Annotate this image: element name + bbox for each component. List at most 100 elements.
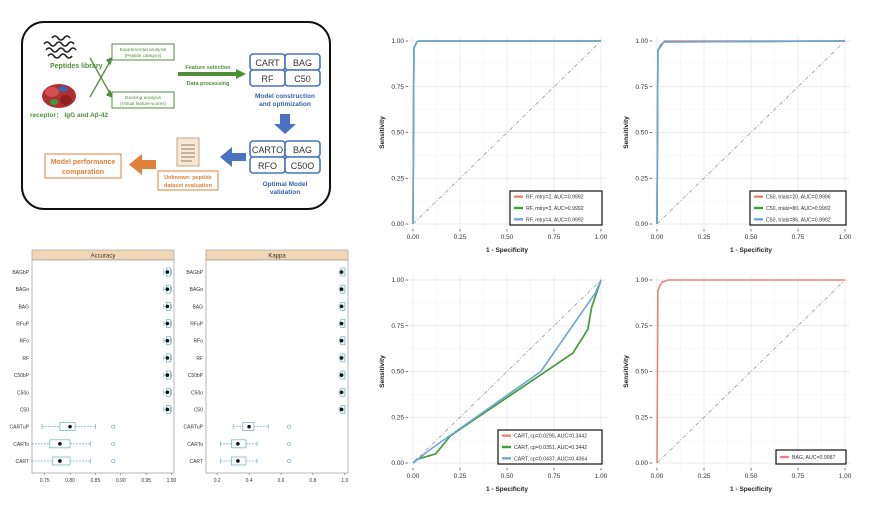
- y-tick-label: 0.25: [635, 414, 648, 421]
- x-tick-label: 1.00: [839, 473, 852, 480]
- category-label: C50bP: [188, 373, 204, 379]
- y-tick-label: 0.25: [391, 175, 404, 182]
- data-processing-label: Data processing: [187, 81, 230, 87]
- median-point: [165, 321, 170, 326]
- category-label: CARTo: [13, 442, 29, 448]
- y-tick-label: 0.50: [635, 130, 648, 137]
- y-tick-label: 1.00: [635, 277, 648, 284]
- y-tick-label: 0.00: [391, 460, 404, 467]
- receptor-label: receptor： IgG and Aβ-42: [30, 112, 109, 119]
- x-tick-label: 0.00: [407, 234, 420, 241]
- category-label: RFo: [20, 339, 30, 345]
- category-label: CART: [15, 459, 29, 465]
- median-point: [339, 321, 344, 326]
- legend-label: BAG, AUC=0.9987: [792, 455, 836, 461]
- median-point: [339, 270, 344, 274]
- roc-cart-chart: 0.00 0.25 0.50 0.75 1.00 0.00 0.25 0.50 0.75 1.00…: [379, 275, 608, 493]
- y-axis-label: Sensitivity: [623, 355, 630, 388]
- left-arrow-orange: [129, 154, 156, 175]
- x-tick-label: 0.75: [792, 473, 805, 480]
- y-tick-label: 0.75: [391, 84, 404, 91]
- legend-box: [775, 449, 847, 465]
- series-line: [412, 279, 602, 464]
- model-construction-line1: Model construction: [255, 93, 315, 100]
- panel-title: Accuracy: [91, 254, 116, 260]
- median-point: [339, 373, 344, 377]
- x-tick-label: 0.75: [792, 234, 805, 241]
- document-icon: [176, 137, 200, 167]
- y-tick-label: 0.00: [391, 221, 404, 228]
- category-label: CARTo: [187, 442, 203, 448]
- category-label: C50o: [17, 390, 29, 396]
- x-tick-label: 0.75: [548, 473, 561, 480]
- model-grid-bottom: CARTO BAG RFO C50O: [249, 140, 321, 174]
- outlier-point: [287, 441, 291, 446]
- median-point: [236, 441, 240, 446]
- x-tick-label: 1.00: [839, 234, 852, 241]
- category-label: RFo: [194, 339, 204, 345]
- model-cell: [284, 156, 321, 174]
- category-label: CART: [189, 459, 203, 465]
- left-arrow-blue: [220, 147, 246, 167]
- x-tick-label: 0.75: [548, 234, 561, 241]
- outlier-point: [287, 424, 291, 429]
- x-tick-label: 0.75: [40, 478, 50, 484]
- dock-analysis-line2: (Virtual feature-scores): [120, 101, 166, 106]
- legend-box: [509, 190, 603, 226]
- x-tick-label: 0.85: [91, 478, 101, 484]
- optimal-model-line2: validation: [270, 189, 300, 196]
- box: [59, 422, 76, 432]
- model-label: RFO: [258, 161, 277, 171]
- category-label: CARTuP: [10, 425, 30, 431]
- roc-c50-chart: 0.00 0.25 0.50 0.75 1.00 0.00 0.25 0.50 0.75 1.00…: [623, 36, 852, 254]
- panel-title: Kappa: [268, 254, 286, 260]
- model-construction-line2: and optimization: [259, 101, 311, 108]
- model-label: CARTO: [252, 145, 283, 155]
- category-label: C50bP: [14, 373, 30, 379]
- median-point: [165, 270, 170, 274]
- category-label: RFuP: [190, 322, 203, 328]
- reference-diagonal: [412, 279, 602, 464]
- legend-label: RF, mtry=4, AUC=0.9992: [526, 217, 584, 223]
- down-arrow: [274, 114, 296, 134]
- outlier-point: [111, 459, 116, 463]
- median-point: [165, 407, 170, 412]
- series-line: [412, 40, 601, 225]
- y-tick-label: 0.50: [635, 369, 648, 376]
- dock-analysis-line1: Docking analysis: [125, 95, 162, 101]
- median-point: [236, 459, 240, 463]
- roc-rf-chart: 0.00 0.25 0.50 0.75 1.00 0.00 0.25 0.50 0.75 1.00…: [379, 36, 608, 254]
- y-tick-label: 1.00: [391, 38, 404, 45]
- x-tick-label: 0.8: [309, 478, 316, 484]
- category-label: BAGo: [16, 287, 30, 293]
- category-label: BAGbP: [12, 270, 29, 276]
- model-cell: [284, 69, 321, 87]
- y-tick-label: 0.25: [391, 414, 404, 421]
- performance-box: [44, 153, 122, 179]
- median-point: [58, 441, 62, 446]
- cross-arrows: [89, 56, 114, 99]
- exp-analysis-line2: (Peptide category): [125, 53, 162, 58]
- x-tick-label: 0.6: [278, 478, 285, 484]
- unknown-line1: Unknown: peptide: [164, 175, 212, 181]
- y-tick-label: 0.00: [635, 460, 648, 467]
- legend-box: [749, 190, 847, 226]
- x-tick-label: 0.00: [651, 473, 664, 480]
- median-point: [165, 356, 170, 360]
- reference-diagonal: [656, 40, 846, 225]
- x-tick-label: 0.80: [65, 478, 75, 484]
- median-point: [339, 390, 344, 395]
- reference-diagonal: [412, 40, 602, 225]
- kappa-boxplot: Kappa BAGbP BAGo BAG RFuP RFo RF C50bP C50o C50 CA…: [184, 249, 349, 484]
- plot-area: [205, 259, 349, 474]
- y-axis-label: Sensitivity: [379, 116, 386, 149]
- model-label: RF: [262, 74, 274, 84]
- x-tick-label: 0.4: [246, 478, 253, 484]
- model-label: BAG: [293, 58, 312, 68]
- x-tick-label: 0.25: [454, 473, 467, 480]
- median-point: [339, 338, 344, 343]
- y-tick-label: 1.00: [391, 277, 404, 284]
- x-tick-label: 0.25: [454, 234, 467, 241]
- x-tick-label: 0.00: [651, 234, 664, 241]
- legend-label: RF, mtry=2, AUC=0.9992: [526, 195, 584, 201]
